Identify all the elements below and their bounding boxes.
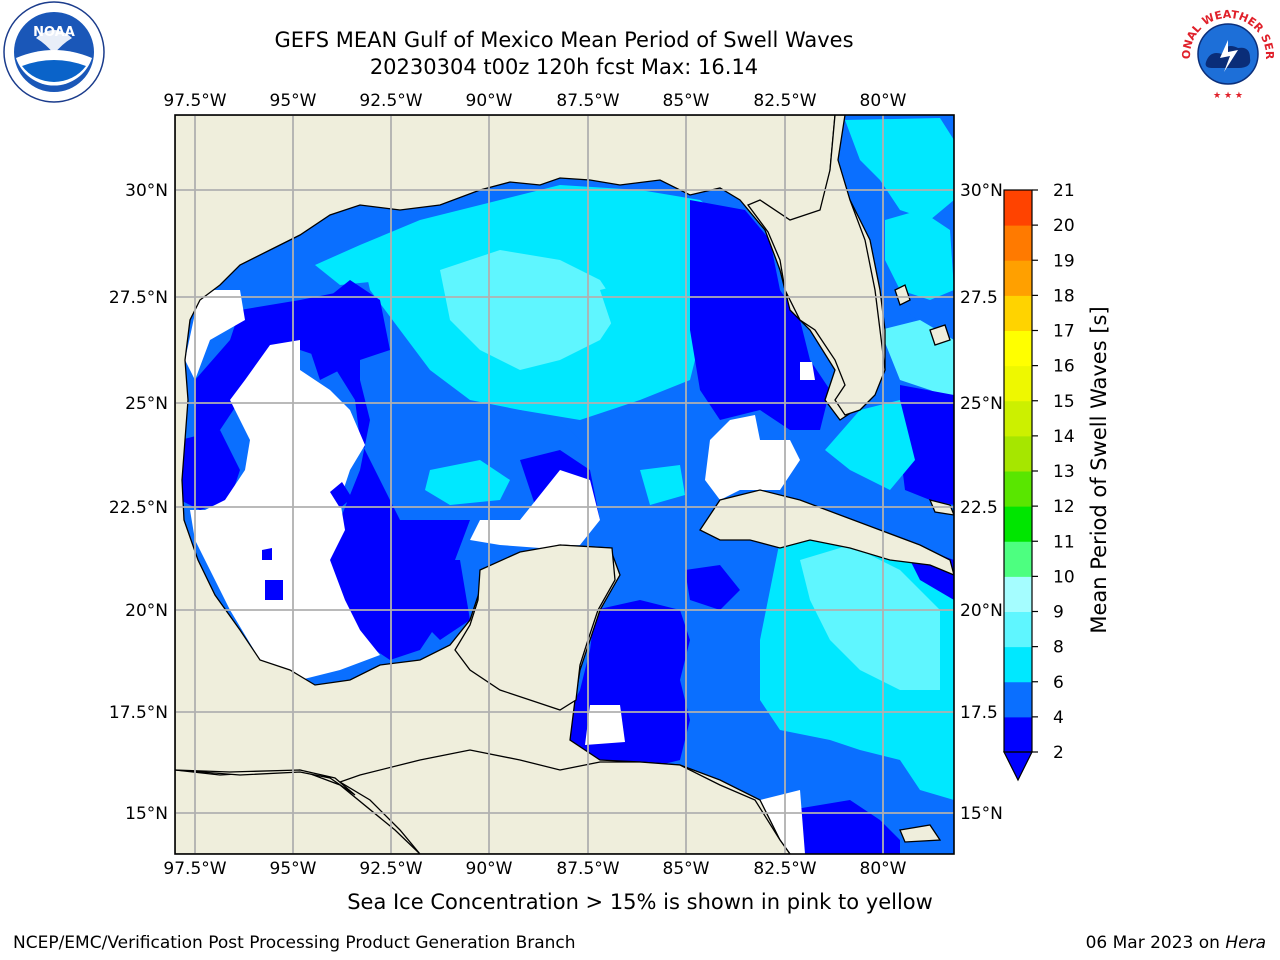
- colorbar-tick-label: 16: [1053, 357, 1075, 377]
- lon-label: 92.5°W: [359, 859, 422, 879]
- lon-label: 80°W: [860, 859, 907, 879]
- colorbar-segment: [1004, 681, 1032, 718]
- svg-text:NOAA: NOAA: [33, 25, 75, 40]
- lon-label: 82.5°W: [753, 91, 816, 111]
- colorbar-tick-label: 20: [1053, 216, 1075, 236]
- colorbar-tick-label: 21: [1053, 181, 1075, 201]
- colorbar-segment: [1004, 471, 1032, 507]
- lon-labels-bottom: 97.5°W 95°W 92.5°W 90°W 87.5°W 85°W 82.5…: [163, 859, 906, 879]
- colorbar-segment: [1004, 295, 1032, 331]
- credit-date: 06 Mar 2023 on Hera: [1086, 933, 1266, 953]
- lat-label: 22.5: [960, 498, 998, 518]
- credit-date-text: 06 Mar 2023 on: [1085, 933, 1226, 953]
- map-area: [175, 115, 954, 854]
- lat-label: 22.5°N: [109, 498, 168, 518]
- lat-labels-right: 30°N 27.5 25°N 22.5 20°N 17.5 15°N: [960, 181, 1003, 824]
- lon-label: 90°W: [466, 859, 513, 879]
- lon-label: 95°W: [270, 859, 317, 879]
- lat-label: 27.5°N: [109, 288, 168, 308]
- colorbar-extend-arrow: [1003, 751, 1033, 782]
- colorbar-tick-label: 11: [1053, 532, 1075, 552]
- lat-label: 17.5: [960, 703, 998, 723]
- lat-label: 20°N: [125, 601, 168, 621]
- colorbar-segment: [1004, 330, 1032, 367]
- colorbar-segment: [1004, 260, 1032, 296]
- colorbar-segment: [1004, 506, 1032, 542]
- credit-branch: NCEP/EMC/Verification Post Processing Pr…: [13, 933, 576, 953]
- lon-label: 97.5°W: [163, 91, 226, 111]
- sea-ice-note: Sea Ice Concentration > 15% is shown in …: [347, 890, 933, 914]
- lat-label: 30°N: [125, 181, 168, 201]
- colorbar-tick-label: 18: [1053, 286, 1075, 306]
- lon-label: 97.5°W: [163, 859, 226, 879]
- lat-label: 15°N: [960, 804, 1003, 824]
- noaa-logo-icon: NOAA: [3, 1, 105, 103]
- lon-label: 95°W: [270, 91, 317, 111]
- lon-label: 82.5°W: [753, 859, 816, 879]
- colorbar-segment: [1004, 541, 1032, 577]
- colorbar-tick-label: 13: [1053, 462, 1075, 482]
- lat-label: 25°N: [125, 394, 168, 414]
- chart-title: GEFS MEAN Gulf of Mexico Mean Period of …: [274, 28, 854, 52]
- colorbar-tick-label: 10: [1053, 567, 1075, 587]
- colorbar-tick-label: 14: [1053, 427, 1075, 447]
- chart-subtitle: 20230304 t00z 120h fcst Max: 16.14: [369, 55, 759, 79]
- colorbar-tick-label: 12: [1053, 497, 1075, 517]
- lat-label: 20°N: [960, 601, 1003, 621]
- lon-label: 87.5°W: [556, 91, 619, 111]
- nws-logo-icon: NATIONAL WEATHER SERVICE ★ ★ ★: [1176, 0, 1276, 101]
- credit-machine: Hera: [1225, 933, 1266, 953]
- lon-label: 87.5°W: [556, 859, 619, 879]
- lat-label: 25°N: [960, 394, 1003, 414]
- colorbar-segment: [1004, 365, 1032, 402]
- lat-labels-left: 30°N 27.5°N 25°N 22.5°N 20°N 17.5°N 15°N: [109, 181, 168, 824]
- colorbar-segment: [1004, 611, 1032, 648]
- colorbar-segment: [1004, 646, 1032, 683]
- colorbar: 2 4 6 8 9 10 11 12 13 14 15 16 17 18 19 20 21: [1003, 181, 1075, 782]
- svg-text:★ ★ ★: ★ ★ ★: [1213, 91, 1243, 101]
- colorbar-tick-label: 17: [1053, 322, 1075, 342]
- colorbar-tick-label: 19: [1053, 251, 1075, 271]
- colorbar-tick-label: 2: [1053, 743, 1064, 763]
- lon-label: 80°W: [860, 91, 907, 111]
- lon-label: 92.5°W: [359, 91, 422, 111]
- colorbar-tick-label: 6: [1053, 673, 1064, 693]
- colorbar-segment: [1004, 400, 1032, 437]
- lon-label: 90°W: [466, 91, 513, 111]
- colorbar-segment: [1004, 190, 1032, 226]
- colorbar-label: Mean Period of Swell Waves [s]: [1087, 306, 1111, 633]
- map-frame: [174, 114, 955, 855]
- lat-label: 30°N: [960, 181, 1003, 201]
- colorbar-tick-label: 9: [1053, 603, 1064, 623]
- graticule: [175, 115, 954, 854]
- lon-labels-top: 97.5°W 95°W 92.5°W 90°W 87.5°W 85°W 82.5…: [163, 91, 906, 111]
- colorbar-tick-label: 15: [1053, 392, 1075, 412]
- colorbar-tick-label: 8: [1053, 638, 1064, 658]
- colorbar-segment: [1004, 435, 1032, 472]
- colorbar-segment: [1004, 576, 1032, 612]
- colorbar-segment: [1004, 716, 1032, 753]
- lat-label: 17.5°N: [109, 703, 168, 723]
- colorbar-segment: [1004, 225, 1032, 261]
- lat-label: 27.5: [960, 288, 998, 308]
- lat-label: 15°N: [125, 804, 168, 824]
- lon-label: 85°W: [663, 91, 710, 111]
- lon-label: 85°W: [663, 859, 710, 879]
- colorbar-tick-label: 4: [1053, 708, 1064, 728]
- land-masses: [175, 115, 954, 854]
